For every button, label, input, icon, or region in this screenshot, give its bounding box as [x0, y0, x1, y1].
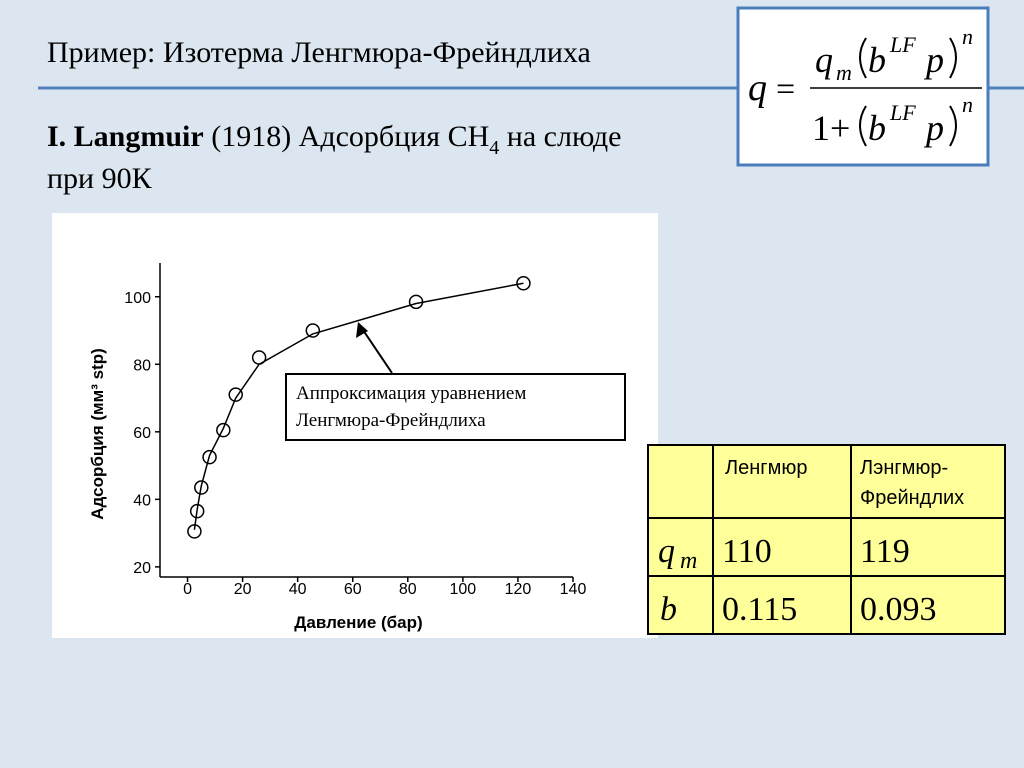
- formula-m: m: [836, 60, 852, 85]
- x-tick-label: 100: [450, 581, 477, 598]
- table-cell: 110: [722, 533, 772, 570]
- slide-title: Пример: Изотерма Ленгмюра-Фрейндлиха: [47, 36, 591, 69]
- formula-n: n: [962, 92, 973, 117]
- data-point: [194, 480, 209, 495]
- y-tick-label: 40: [133, 492, 151, 509]
- formula-lhs: q: [748, 67, 767, 109]
- subtitle-text-end: на слюде: [507, 120, 622, 153]
- formula-p: p: [923, 108, 944, 148]
- formula-one-plus: 1+: [812, 108, 850, 148]
- table-frame: [647, 444, 1006, 635]
- table-header: Лэнгмюр-: [860, 457, 948, 479]
- row-symbol: q: [658, 533, 675, 570]
- formula-b: b: [868, 40, 886, 80]
- annotation-line: Аппроксимация уравнением: [296, 383, 526, 404]
- table: Ленгмюр Лэнгмюр- Фрейндлих q m 110 119 b…: [647, 444, 1006, 635]
- x-axis-label: Давление (бар): [294, 613, 422, 632]
- data-point: [228, 387, 243, 402]
- data-point: [516, 276, 531, 291]
- annotation-box: [285, 373, 626, 441]
- x-tick-label: 20: [234, 581, 252, 598]
- table-cell: 0.115: [722, 591, 797, 628]
- x-tick-label: 80: [399, 581, 417, 598]
- row-symbol: b: [660, 591, 677, 628]
- formula: q = q m b LF p n 1+ b LF p n: [748, 24, 982, 148]
- annotation-arrow: [360, 326, 393, 374]
- paren: [859, 37, 867, 79]
- annotation-line: Ленгмюра-Фрейндлиха: [296, 410, 486, 431]
- formula-q: q: [815, 40, 833, 80]
- y-tick-label: 100: [124, 290, 151, 307]
- row-subscript: m: [680, 548, 697, 574]
- x-tick-label: 40: [289, 581, 307, 598]
- paren: [859, 105, 867, 147]
- x-tick-label: 0: [183, 581, 192, 598]
- data-point: [189, 503, 205, 519]
- y-tick-label: 20: [133, 560, 151, 577]
- formula-lf: LF: [889, 100, 916, 125]
- formula-lf: LF: [889, 32, 916, 57]
- data-point: [216, 422, 231, 438]
- paren: [949, 37, 957, 79]
- formula-eq: =: [776, 71, 795, 108]
- subtitle: I. Langmuir (1918) Адсорбция CH4 на слюд…: [47, 120, 621, 161]
- arrow-head: [356, 322, 368, 338]
- table-header: Фрейндлих: [860, 487, 964, 509]
- author: I. Langmuir: [47, 120, 204, 153]
- subtitle-line2: при 90К: [47, 162, 153, 195]
- data-point: [305, 323, 321, 338]
- fit-line: [193, 282, 524, 530]
- y-axis-label: Адсорбция (мм³ stp): [88, 348, 107, 519]
- formula-n: n: [962, 24, 973, 49]
- y-tick-label: 60: [133, 425, 151, 442]
- formula-p: p: [923, 40, 944, 80]
- subtitle-text: (1918) Адсорбция CH: [211, 120, 489, 153]
- paren: [949, 105, 957, 147]
- x-tick-label: 60: [344, 581, 362, 598]
- formula-b: b: [868, 108, 886, 148]
- x-tick-label: 140: [560, 581, 587, 598]
- chart: 20 40 60 80 100 0 20 40 60 80 100 120 140 Давление (б…: [88, 263, 586, 632]
- x-tick-label: 120: [505, 581, 532, 598]
- table-header: Ленгмюр: [725, 457, 807, 479]
- data-point: [202, 449, 217, 465]
- subscript: 4: [489, 137, 499, 159]
- table-cell: 119: [860, 533, 910, 570]
- table-cell: 0.093: [860, 591, 937, 628]
- y-tick-label: 80: [133, 357, 151, 374]
